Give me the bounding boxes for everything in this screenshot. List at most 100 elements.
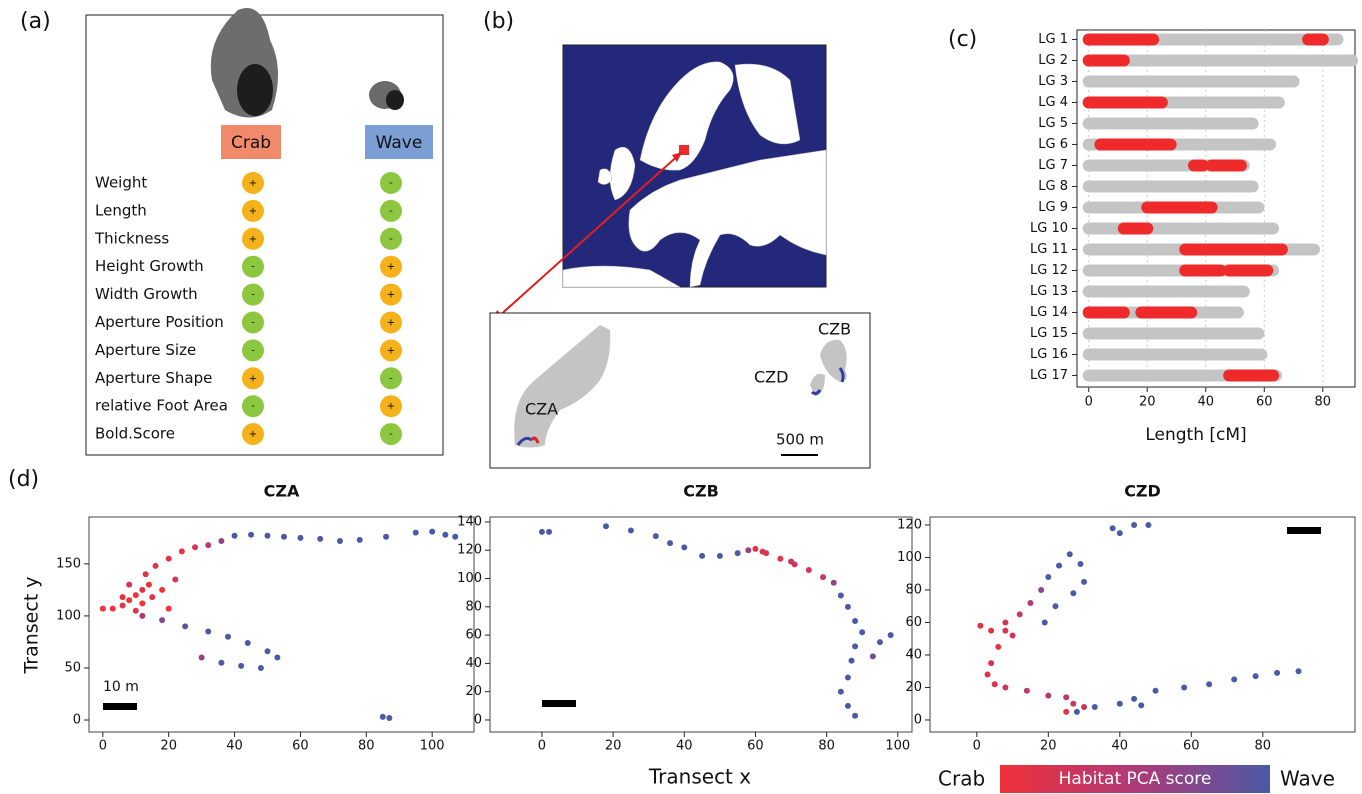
qtl-segment [1223, 264, 1274, 277]
chromosome-bar [1082, 222, 1280, 235]
point [1081, 578, 1088, 585]
point [844, 603, 851, 610]
point [119, 594, 126, 601]
x-tick-label: 60 [747, 739, 764, 754]
point [264, 648, 271, 655]
y-tick-label: LG 14 [1030, 305, 1068, 320]
effect-sign: + [387, 345, 395, 356]
y-tick-label: 0 [474, 712, 482, 727]
qtl-segment [1094, 138, 1177, 151]
qtl-segment [1179, 264, 1227, 277]
point [257, 664, 264, 671]
point [297, 534, 304, 541]
colorbar-low: Crab [938, 767, 985, 791]
y-tick-label: 50 [64, 660, 81, 675]
x-tick-label: 0 [973, 739, 981, 754]
point [119, 602, 126, 609]
x-tick-label: 80 [818, 739, 835, 754]
colorbar [1000, 765, 1270, 793]
qtl-segment [1117, 222, 1154, 235]
point [182, 623, 189, 630]
y-tick-label: LG 11 [1030, 242, 1068, 257]
x-tick-label: 40 [676, 739, 693, 754]
y-tick-label: 0 [73, 713, 81, 728]
effect-dot [380, 367, 402, 390]
point [218, 537, 225, 544]
point [546, 528, 553, 535]
point [876, 639, 883, 646]
point [1109, 525, 1116, 532]
trait-label: relative Foot Area [95, 397, 228, 415]
y-tick-label: LG 12 [1030, 263, 1068, 278]
point [830, 579, 837, 586]
y-tick-label: LG 2 [1038, 53, 1068, 68]
trait-label: Thickness [94, 229, 169, 247]
y-tick-label: LG 6 [1038, 137, 1068, 152]
y-tick-label: 20 [905, 680, 922, 695]
point [264, 532, 271, 539]
point [145, 581, 152, 588]
point [109, 605, 116, 612]
point [152, 562, 159, 569]
plot-frame [489, 516, 913, 733]
point [759, 548, 766, 555]
trait-label: Aperture Size [95, 341, 196, 359]
point [132, 592, 139, 599]
y-tick-label: 150 [56, 556, 81, 571]
effect-dot [242, 255, 264, 278]
point [126, 581, 133, 588]
point [99, 605, 106, 612]
point [1063, 694, 1070, 701]
point [1041, 619, 1048, 626]
effect-dot [242, 367, 264, 390]
point [231, 532, 238, 539]
point [159, 617, 166, 624]
y-tick-label: 120 [897, 517, 922, 532]
point [1066, 551, 1073, 558]
point [1016, 611, 1023, 618]
point [442, 531, 449, 538]
effect-sign: + [249, 178, 257, 189]
point [238, 662, 245, 669]
y-tick-label: LG 16 [1030, 347, 1068, 362]
y-tick-label: LG 1 [1038, 32, 1068, 47]
arrow [496, 151, 683, 319]
effect-sign: + [387, 290, 395, 301]
qtl-segment [1082, 33, 1160, 46]
y-tick-label: LG 10 [1030, 221, 1068, 236]
point [1116, 700, 1123, 707]
point [1045, 692, 1052, 699]
qtl-segment [1082, 54, 1130, 67]
wave-snail [369, 81, 404, 110]
point [165, 605, 172, 612]
wave-box [365, 125, 433, 159]
effect-dot [380, 339, 402, 362]
point [1002, 619, 1009, 626]
point [336, 537, 343, 544]
point [627, 527, 634, 534]
y-tick-label: LG 7 [1038, 158, 1068, 173]
x-tick-label: 60 [1256, 395, 1273, 410]
point [1295, 668, 1302, 675]
point [172, 576, 179, 583]
point [1131, 695, 1138, 702]
point [837, 688, 844, 695]
effect-dot [380, 227, 402, 250]
colorbar-high: Wave [1280, 767, 1335, 791]
point [132, 607, 139, 614]
y-tick-label: 60 [905, 615, 922, 630]
qtl-segment [1302, 33, 1329, 46]
effect-dot [242, 339, 264, 362]
effect-dot [380, 283, 402, 306]
point [1145, 521, 1152, 528]
point [887, 632, 894, 639]
effect-sign: - [251, 262, 255, 273]
point [218, 659, 225, 666]
point [1181, 684, 1188, 691]
point [1081, 703, 1088, 710]
trait-label: Height Growth [95, 257, 204, 275]
point [844, 674, 851, 681]
point [280, 533, 287, 540]
y-tick-label: 40 [465, 656, 482, 671]
